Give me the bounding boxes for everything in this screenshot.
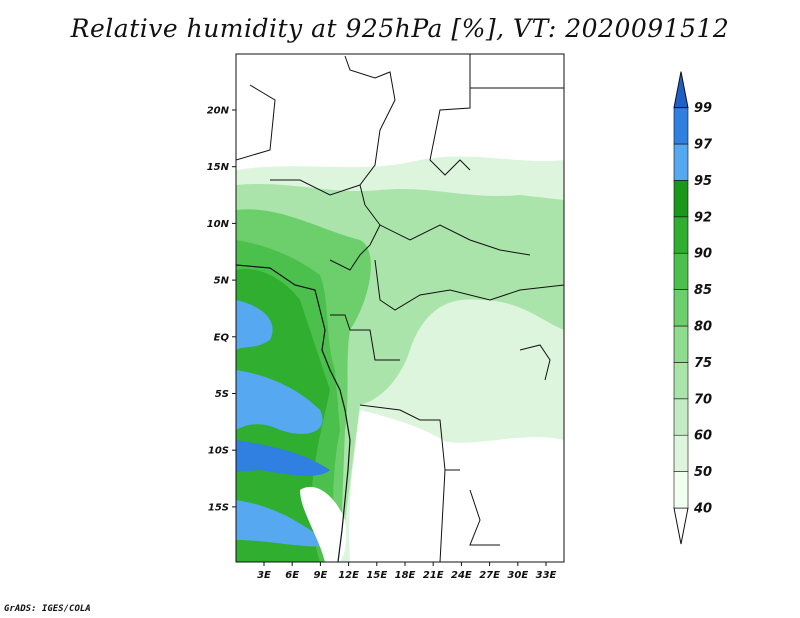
colorbar-segment <box>673 216 689 254</box>
lon-tick-label: 6E <box>285 570 299 581</box>
chart-title: Relative humidity at 925hPa [%], VT: 202… <box>70 14 730 43</box>
lon-tick-label: 30E <box>507 570 528 581</box>
lat-tick-label: EQ <box>214 332 230 343</box>
grads-credit: GrADS: IGES/COLA <box>4 604 91 614</box>
colorbar-segment <box>673 252 689 290</box>
colorbar-label: 99 <box>694 101 712 116</box>
colorbar-lower-arrow <box>673 507 689 545</box>
lon-tick-label: 3E <box>257 570 271 581</box>
lon-tick-label: 18E <box>395 570 416 581</box>
lat-tick-label: 20N <box>207 106 230 117</box>
lon-tick-label: 21E <box>423 570 444 581</box>
lon-tick-label: 24E <box>451 570 472 581</box>
coastline <box>236 264 351 562</box>
colorbar-segment <box>673 362 689 400</box>
lat-tick-label: 10S <box>208 446 229 457</box>
lon-tick-label: 33E <box>536 570 557 581</box>
colorbar-segment <box>673 325 689 363</box>
colorbar-label: 75 <box>694 356 712 371</box>
lon-tick-label: 27E <box>479 570 500 581</box>
colorbar-upper-arrow <box>673 71 689 109</box>
colorbar-segment <box>673 107 689 145</box>
lat-tick-label: 15N <box>207 162 230 173</box>
country-borders <box>236 54 564 562</box>
latitude-axis: 20N 15N 10N 5N EQ 5S 10S 15S <box>207 106 236 513</box>
colorbar-label: 90 <box>694 247 712 262</box>
colorbar-segment <box>673 398 689 436</box>
lat-tick-label: 5S <box>215 389 229 400</box>
colorbar-label: 70 <box>694 392 712 407</box>
colorbar-label: 50 <box>694 465 712 480</box>
colorbar-label: 92 <box>694 210 712 225</box>
lon-tick-label: 15E <box>366 570 387 581</box>
lon-tick-label: 12E <box>338 570 359 581</box>
map-field <box>236 54 564 562</box>
longitude-axis: 3E 6E 9E 12E 15E 18E 21E 24E 27E 30E 33E <box>257 562 557 581</box>
colorbar-segment <box>673 289 689 327</box>
colorbar-segment <box>673 434 689 472</box>
colorbar-label: 80 <box>694 320 712 335</box>
lat-tick-label: 15S <box>208 502 229 513</box>
lat-tick-label: 10N <box>207 219 230 230</box>
colorbar-label: 95 <box>694 174 712 189</box>
colorbar-label: 60 <box>694 429 712 444</box>
colorbar-label: 40 <box>693 502 712 517</box>
lon-tick-label: 9E <box>314 570 328 581</box>
colorbar: 40 50 60 70 75 80 85 90 92 95 97 99 <box>673 71 713 545</box>
colorbar-segment <box>673 143 689 181</box>
lat-tick-label: 5N <box>214 276 230 287</box>
colorbar-segment <box>673 180 689 218</box>
colorbar-segment <box>673 471 689 509</box>
colorbar-label: 85 <box>694 283 712 298</box>
map-frame <box>235 53 565 563</box>
colorbar-label: 97 <box>694 138 713 153</box>
